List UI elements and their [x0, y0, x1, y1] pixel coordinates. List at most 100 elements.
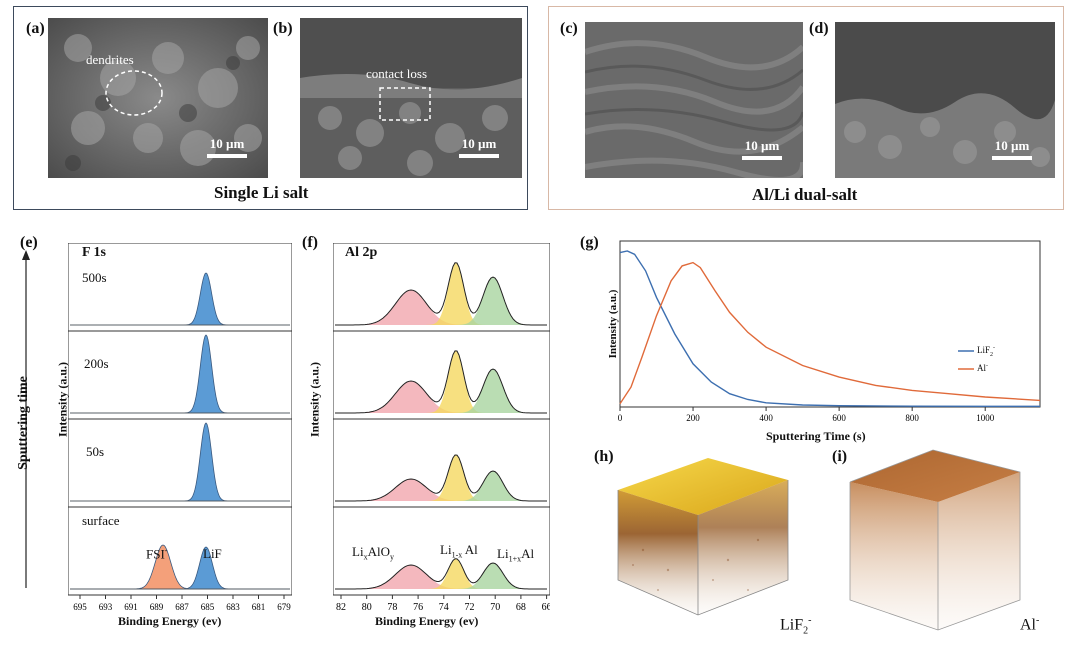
- panel-h-species: LiF2-: [780, 615, 812, 637]
- al2p-envelope-1: [335, 350, 547, 414]
- panel-g-xlabel: Sputtering Time (s): [766, 429, 866, 443]
- lixalo-peak-label: LixAlOy: [352, 544, 394, 562]
- lif-peak-label: LiF: [203, 546, 222, 561]
- sem-image-d: 10 µm: [835, 22, 1055, 178]
- panel-g-label: (g): [580, 234, 599, 251]
- sem-texture-b: [300, 18, 522, 178]
- legend-label-lif: LiF2-: [977, 345, 996, 358]
- li1-x-al-peak-label: Li1-x Al: [440, 542, 478, 560]
- f1s-xtick-label-2: 691: [124, 602, 138, 612]
- depth-xtick-label-3: 600: [832, 413, 846, 423]
- al2p-peak-li1px-1: [335, 369, 548, 413]
- al2p-xtick-label-4: 74: [439, 602, 449, 613]
- depth-profile-chart: 0 200 400 600 800 1000: [618, 240, 1041, 423]
- row-label-500s: 500s: [82, 270, 107, 285]
- panel-c-label: (c): [560, 20, 578, 37]
- scale-bar-b: 10 µm: [452, 136, 506, 158]
- al2p-xtick-label-3: 76: [413, 602, 423, 613]
- panel-f-xlabel: Binding Energy (ev): [375, 614, 479, 628]
- xps-al2p-chart: 82 80 78 76 74 72 70 68 66: [333, 243, 550, 613]
- f1s-xtick-label-1: 693: [99, 602, 113, 612]
- 3d-render-lif: [617, 458, 789, 616]
- f1s-xtick-label-5: 685: [201, 602, 215, 612]
- scale-bar-d: 10 µm: [985, 138, 1039, 160]
- sem-image-b: contact loss 10 µm: [300, 18, 522, 178]
- depth-xtick-label-2: 400: [759, 413, 773, 423]
- al2p-peak-li1px-2: [335, 471, 548, 501]
- sem-image-c: 10 µm: [585, 22, 803, 178]
- 3d-render-al: [849, 449, 1021, 631]
- al2p-peak-lixalo-3: [335, 565, 548, 589]
- cube-right-face: [698, 480, 788, 615]
- legend-label-al: Al-: [977, 363, 988, 373]
- al-cube-top-face: [850, 450, 1020, 502]
- f1s-xtick-label-3: 689: [150, 602, 164, 612]
- panel-i-label: (i): [832, 448, 848, 465]
- dual-salt-caption: Al/Li dual-salt: [752, 185, 858, 204]
- panel-f-label: (f): [302, 234, 318, 251]
- panel-a-label: (a): [26, 20, 45, 37]
- xps-f1s-chart: 695 693 691 689 687 685 683 681 679: [68, 243, 292, 612]
- fsi-peak-label: FSI-: [146, 546, 168, 562]
- f1s-xtick-label-7: 681: [252, 602, 266, 612]
- depth-xtick-label-0: 0: [618, 413, 623, 423]
- al2p-xtick-label-6: 70: [490, 602, 500, 613]
- panel-d-label: (d): [809, 20, 829, 37]
- al2p-peak-lixalo-1: [335, 381, 548, 413]
- depth-xtick-label-1: 200: [686, 413, 700, 423]
- sem-texture-c: [585, 22, 803, 178]
- row-label-200s: 200s: [84, 356, 109, 371]
- al-cube-right-face: [938, 472, 1020, 630]
- panel-b-label: (b): [273, 20, 293, 37]
- al2p-xtick-label-0: 82: [336, 602, 346, 613]
- panel-e-label: (e): [20, 234, 38, 251]
- sputtering-time-arrow: [22, 250, 30, 588]
- f1s-xtick-label-4: 687: [175, 602, 189, 612]
- cube-top-face: [618, 458, 788, 515]
- dendrites-annotation: dendrites: [86, 52, 134, 67]
- al-cube-left-face: [850, 482, 938, 630]
- f1s-peak-r3-1: [70, 546, 290, 590]
- panel-h-label: (h): [594, 448, 614, 465]
- scale-bar-a: 10 µm: [200, 136, 254, 158]
- dual-salt-group-frame: [548, 6, 1064, 210]
- sem-image-a: dendrites 10 µm: [48, 18, 268, 178]
- panel-e-xlabel: Binding Energy (ev): [118, 614, 222, 628]
- scale-bar-c: 10 µm: [735, 138, 789, 160]
- al2p-xtick-label-8: 66: [542, 602, 550, 613]
- al2p-xtick-label-5: 72: [465, 602, 475, 613]
- legend: [958, 350, 974, 370]
- depth-xtick-label-5: 1000: [976, 413, 995, 423]
- al2p-peak-lixalo-2: [335, 479, 548, 501]
- al2p-peak-li1px-0: [335, 277, 548, 325]
- panel-i-species: Al-: [1020, 615, 1040, 634]
- row-label-50s: 50s: [86, 444, 105, 459]
- al2p-envelope-0: [335, 262, 547, 326]
- f1s-xtick-label-8: 679: [277, 602, 291, 612]
- f1s-peak-r2-0: [70, 422, 290, 502]
- cube-left-face: [618, 490, 698, 615]
- al2p-peak-li1mx-0: [335, 263, 548, 325]
- al2p-envelope-2: [335, 454, 547, 502]
- al2p-peak-li1px-3: [335, 563, 548, 589]
- f1s-xtick-label-0: 695: [73, 602, 87, 612]
- depth-profile-frame: [619, 240, 1041, 408]
- depth-xtick-label-4: 800: [905, 413, 919, 423]
- al2p-peak-li1mx-2: [335, 455, 548, 501]
- li1+x-al-peak-label: Li1+xAl: [497, 546, 535, 564]
- panel-f-title: Al 2p: [345, 245, 378, 260]
- f1s-peak-r1-0: [70, 334, 290, 414]
- panel-f-ylabel: Intensity (a.u.): [307, 362, 322, 438]
- al2p-xtick-label-2: 78: [387, 602, 397, 613]
- al2p-envelope-3: [335, 558, 547, 590]
- al2p-peak-li1mx-1: [335, 351, 548, 413]
- single-salt-caption: Single Li salt: [214, 183, 309, 202]
- f1s-peak-r3-0: [70, 544, 290, 590]
- series-line-1: [619, 261, 1041, 405]
- al2p-peak-lixalo-0: [335, 290, 548, 325]
- series-line-0: [619, 250, 1040, 407]
- row-label-surface: surface: [82, 513, 120, 528]
- sputtering-time-label: Sputtering time: [16, 376, 31, 470]
- al2p-xtick-label-1: 80: [362, 602, 372, 613]
- al2p-xtick-label-7: 68: [516, 602, 526, 613]
